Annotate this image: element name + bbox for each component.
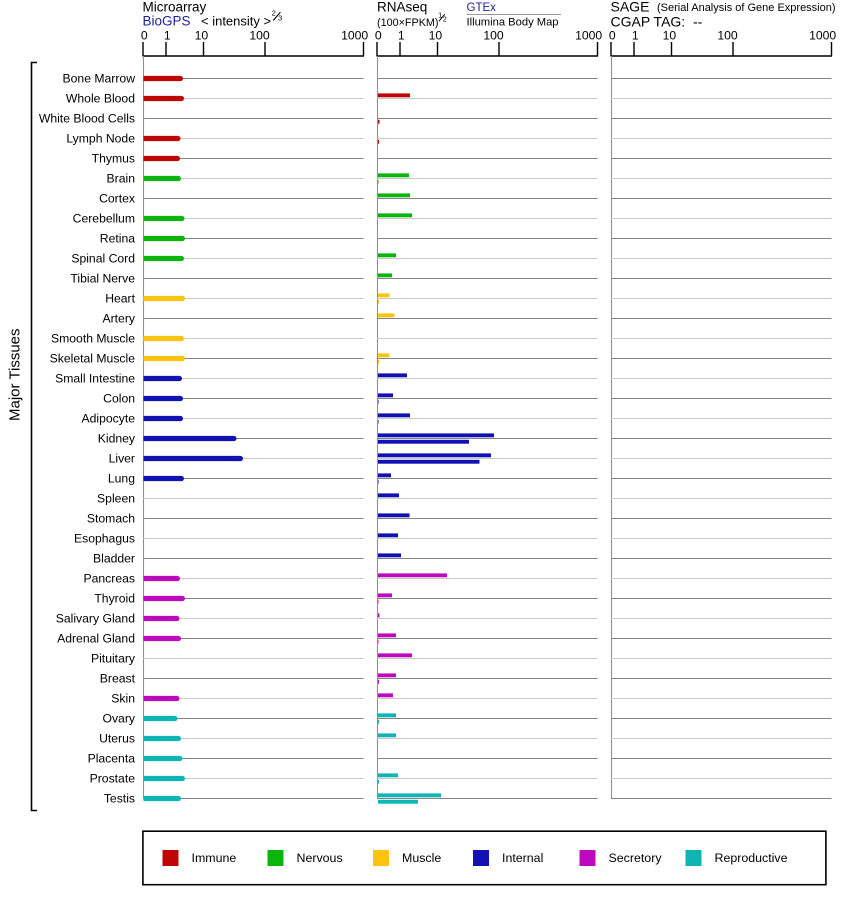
svg-text:2: 2 bbox=[443, 17, 447, 24]
svg-text:Tibial Nerve: Tibial Nerve bbox=[70, 272, 135, 286]
svg-text:100: 100 bbox=[249, 29, 270, 43]
svg-text:0: 0 bbox=[609, 29, 616, 43]
svg-text:1: 1 bbox=[164, 29, 171, 43]
svg-text:3: 3 bbox=[278, 14, 282, 23]
svg-text:Artery: Artery bbox=[102, 312, 135, 326]
svg-text:CGAP TAG: --: CGAP TAG: -- bbox=[611, 14, 703, 30]
svg-text:Pituitary: Pituitary bbox=[91, 652, 136, 666]
svg-text:Stomach: Stomach bbox=[87, 512, 135, 526]
svg-text:Liver: Liver bbox=[109, 452, 135, 466]
svg-text:Spinal Cord: Spinal Cord bbox=[71, 252, 135, 266]
svg-text:100: 100 bbox=[483, 29, 504, 43]
svg-text:Heart: Heart bbox=[105, 292, 135, 306]
svg-text:10: 10 bbox=[195, 29, 209, 43]
svg-text:Internal: Internal bbox=[502, 851, 543, 865]
svg-text:(100×FPKM): (100×FPKM) bbox=[377, 17, 439, 29]
svg-text:Cerebellum: Cerebellum bbox=[73, 212, 135, 226]
svg-text:Testis: Testis bbox=[104, 792, 135, 806]
svg-text:Skin: Skin bbox=[111, 692, 135, 706]
svg-text:Spleen: Spleen bbox=[97, 492, 135, 506]
svg-text:Retina: Retina bbox=[100, 232, 135, 246]
svg-text:White Blood Cells: White Blood Cells bbox=[39, 112, 135, 126]
svg-text:Immune: Immune bbox=[192, 851, 237, 865]
svg-text:Bladder: Bladder bbox=[93, 552, 135, 566]
svg-text:Thymus: Thymus bbox=[92, 152, 135, 166]
svg-text:2: 2 bbox=[272, 9, 276, 18]
svg-text:10: 10 bbox=[429, 29, 443, 43]
svg-text:RNAseq: RNAseq bbox=[377, 0, 427, 15]
svg-text:Microarray: Microarray bbox=[143, 0, 207, 15]
svg-text:Cortex: Cortex bbox=[99, 192, 135, 206]
svg-text:1: 1 bbox=[398, 29, 405, 43]
svg-text:Prostate: Prostate bbox=[90, 772, 136, 786]
svg-text:< intensity >: < intensity > bbox=[201, 14, 271, 29]
svg-text:Lymph Node: Lymph Node bbox=[66, 132, 135, 146]
svg-text:1000: 1000 bbox=[341, 29, 368, 43]
svg-text:Thyroid: Thyroid bbox=[94, 592, 135, 606]
svg-text:Esophagus: Esophagus bbox=[74, 532, 135, 546]
svg-text:Bone Marrow: Bone Marrow bbox=[63, 72, 136, 86]
svg-text:Placenta: Placenta bbox=[88, 752, 136, 766]
svg-text:1: 1 bbox=[438, 13, 442, 20]
svg-text:(Serial Analysis of Gene Expre: (Serial Analysis of Gene Expression) bbox=[657, 2, 836, 14]
svg-text:SAGE: SAGE bbox=[611, 0, 650, 15]
svg-text:Reproductive: Reproductive bbox=[715, 851, 788, 865]
svg-text:Breast: Breast bbox=[100, 672, 136, 686]
svg-text:Smooth Muscle: Smooth Muscle bbox=[51, 332, 135, 346]
svg-text:1: 1 bbox=[632, 29, 639, 43]
svg-text:Adipocyte: Adipocyte bbox=[81, 412, 135, 426]
svg-text:100: 100 bbox=[717, 29, 738, 43]
svg-text:Nervous: Nervous bbox=[297, 851, 343, 865]
svg-text:GTEx: GTEx bbox=[467, 2, 497, 14]
svg-text:Small Intestine: Small Intestine bbox=[55, 372, 135, 386]
svg-text:Skeletal Muscle: Skeletal Muscle bbox=[50, 352, 136, 366]
svg-text:Uterus: Uterus bbox=[99, 732, 135, 746]
svg-text:1000: 1000 bbox=[575, 29, 602, 43]
svg-text:Major Tissues: Major Tissues bbox=[7, 328, 24, 421]
svg-text:Whole Blood: Whole Blood bbox=[66, 92, 135, 106]
svg-text:Colon: Colon bbox=[103, 392, 135, 406]
svg-text:BioGPS: BioGPS bbox=[143, 14, 191, 29]
svg-text:Kidney: Kidney bbox=[98, 432, 136, 446]
svg-text:Secretory: Secretory bbox=[609, 851, 663, 865]
svg-text:Adrenal Gland: Adrenal Gland bbox=[57, 632, 135, 646]
svg-text:10: 10 bbox=[663, 29, 677, 43]
svg-text:Pancreas: Pancreas bbox=[84, 572, 136, 586]
svg-text:Illumina Body Map: Illumina Body Map bbox=[467, 17, 559, 29]
svg-text:0: 0 bbox=[375, 29, 382, 43]
svg-text:0: 0 bbox=[141, 29, 148, 43]
svg-text:Brain: Brain bbox=[107, 172, 135, 186]
svg-text:Ovary: Ovary bbox=[102, 712, 135, 726]
svg-text:1000: 1000 bbox=[809, 29, 836, 43]
svg-text:Lung: Lung bbox=[108, 472, 135, 486]
svg-text:Muscle: Muscle bbox=[402, 851, 441, 865]
svg-text:Salivary Gland: Salivary Gland bbox=[56, 612, 135, 626]
